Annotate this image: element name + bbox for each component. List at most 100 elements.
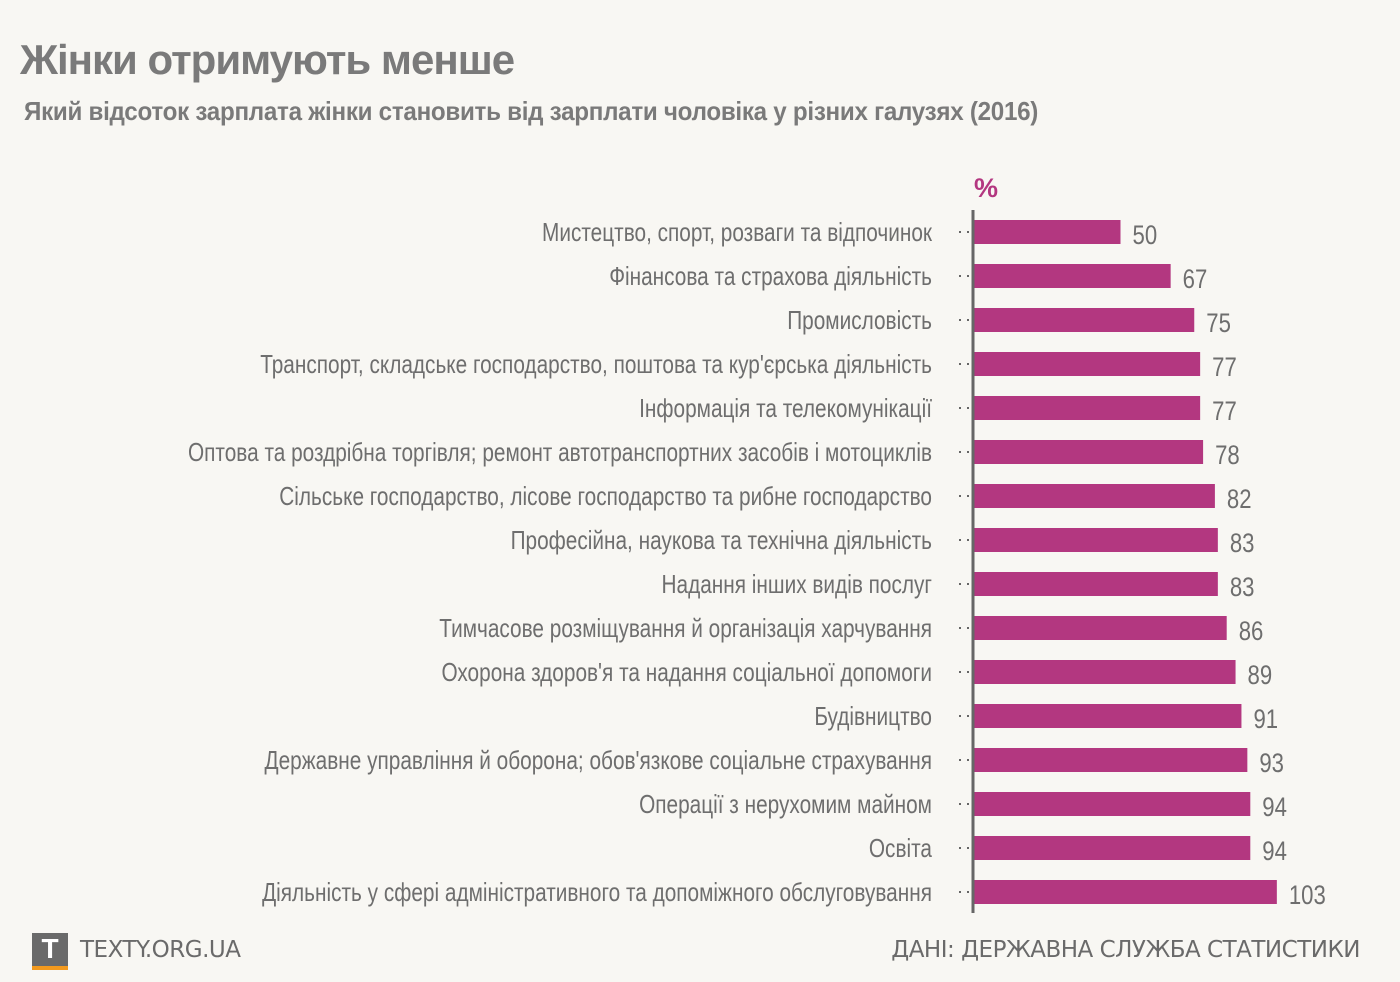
tick-dot — [967, 319, 969, 321]
bar — [973, 660, 1236, 684]
tick-dot — [967, 671, 969, 673]
tick-dot — [967, 451, 969, 453]
bar — [973, 748, 1248, 772]
category-label: Будівництво — [814, 701, 932, 731]
bar-row: Фінансова та страхова діяльність 67 — [609, 261, 1207, 294]
value-label: 77 — [1212, 352, 1237, 382]
tick-dot — [967, 495, 969, 497]
bar-row: Інформація та телекомунікації 77 — [639, 393, 1237, 426]
tick-dot — [967, 715, 969, 717]
tick-dot — [959, 759, 961, 761]
value-label: 94 — [1262, 792, 1287, 822]
bar — [973, 396, 1201, 420]
bar-row: Охорона здоров'я та надання соціальної д… — [441, 657, 1272, 690]
tick-dot — [967, 363, 969, 365]
bar — [973, 484, 1215, 508]
category-label: Оптова та роздрібна торгівля; ремонт авт… — [188, 437, 932, 467]
footer-site-link[interactable]: TEXTY.ORG.UA — [80, 937, 241, 963]
value-label: 94 — [1262, 836, 1287, 866]
footer-source: ДАНІ: ДЕРЖАВНА СЛУЖБА СТАТИСТИКИ — [891, 937, 1360, 963]
value-label: 67 — [1183, 264, 1208, 294]
tick-dot — [967, 539, 969, 541]
category-label: Транспорт, складське господарство, пошто… — [260, 349, 932, 379]
value-label: 77 — [1212, 396, 1237, 426]
bar-row: Будівництво 91 — [814, 701, 1278, 734]
category-label: Фінансова та страхова діяльність — [609, 261, 932, 291]
value-label: 86 — [1239, 616, 1264, 646]
category-label: Діяльність у сфері адміністративного та … — [262, 877, 932, 907]
tick-dot — [959, 671, 961, 673]
tick-dot — [967, 803, 969, 805]
tick-dot — [967, 627, 969, 629]
tick-dot — [959, 627, 961, 629]
bar-chart: % Мистецтво, спорт, розваги та відпочино… — [188, 173, 1326, 913]
category-label: Інформація та телекомунікації — [639, 393, 932, 423]
value-label: 82 — [1227, 484, 1252, 514]
tick-dot — [967, 275, 969, 277]
tick-dot — [967, 891, 969, 893]
bar — [973, 792, 1251, 816]
tick-dot — [967, 407, 969, 409]
tick-dot — [959, 363, 961, 365]
category-label: Мистецтво, спорт, розваги та відпочинок — [542, 217, 932, 247]
tick-dot — [959, 583, 961, 585]
category-label: Сільське господарство, лісове господарст… — [279, 481, 932, 511]
category-label: Операції з нерухомим майном — [639, 789, 932, 819]
category-label: Тимчасове розміщування й організація хар… — [439, 613, 932, 643]
value-label: 103 — [1289, 880, 1326, 910]
bar — [973, 880, 1277, 904]
chart-title: Жінки отримують менше — [20, 36, 515, 83]
bar — [973, 572, 1218, 596]
bar-row: Діяльність у сфері адміністративного та … — [262, 877, 1326, 910]
value-label: 78 — [1215, 440, 1240, 470]
category-label: Професійна, наукова та технічна діяльніс… — [511, 525, 932, 555]
tick-dot — [959, 407, 961, 409]
tick-dot — [967, 231, 969, 233]
bar-row: Оптова та роздрібна торгівля; ремонт авт… — [188, 437, 1240, 470]
value-label: 83 — [1230, 528, 1255, 558]
bar-row: Освіта 94 — [869, 833, 1287, 866]
category-label: Освіта — [869, 833, 933, 863]
tick-dot — [967, 583, 969, 585]
value-label: 91 — [1253, 704, 1278, 734]
category-label: Промисловість — [787, 305, 932, 335]
bar-row: Сільське господарство, лісове господарст… — [279, 481, 1251, 514]
bar-row: Професійна, наукова та технічна діяльніс… — [511, 525, 1255, 558]
tick-dot — [959, 539, 961, 541]
bar — [973, 528, 1218, 552]
tick-dot — [959, 319, 961, 321]
category-label: Державне управління й оборона; обов'язко… — [265, 745, 932, 775]
tick-dot — [959, 231, 961, 233]
bar-row: Транспорт, складське господарство, пошто… — [260, 349, 1237, 382]
texty-logo: T — [32, 933, 68, 970]
category-label: Охорона здоров'я та надання соціальної д… — [441, 657, 932, 687]
tick-dot — [967, 759, 969, 761]
bar — [973, 352, 1201, 376]
bar — [973, 616, 1227, 640]
bar-row: Тимчасове розміщування й організація хар… — [439, 613, 1263, 646]
tick-dot — [959, 803, 961, 805]
bar-row: Надання інших видів послуг 83 — [661, 569, 1254, 602]
bar — [973, 264, 1171, 288]
value-label: 83 — [1230, 572, 1255, 602]
bar-row: Державне управління й оборона; обов'язко… — [265, 745, 1284, 778]
bar-row: Промисловість 75 — [787, 305, 1231, 338]
bar — [973, 220, 1121, 244]
unit-label: % — [974, 173, 998, 203]
value-label: 75 — [1206, 308, 1231, 338]
bar — [973, 440, 1204, 464]
tick-dot — [959, 847, 961, 849]
bar-row: Операції з нерухомим майном 94 — [639, 789, 1287, 822]
tick-dot — [959, 715, 961, 717]
value-label: 50 — [1133, 220, 1158, 250]
tick-dot — [959, 891, 961, 893]
tick-dot — [959, 451, 961, 453]
bar — [973, 308, 1195, 332]
tick-dot — [959, 275, 961, 277]
bar-row: Мистецтво, спорт, розваги та відпочинок 5… — [542, 217, 1157, 250]
tick-dot — [959, 495, 961, 497]
chart-subtitle: Який відсоток зарплата жінки становить в… — [24, 96, 1039, 126]
bar — [973, 704, 1242, 728]
chart-rows: Мистецтво, спорт, розваги та відпочинок 5… — [188, 217, 1326, 910]
tick-dot — [967, 847, 969, 849]
